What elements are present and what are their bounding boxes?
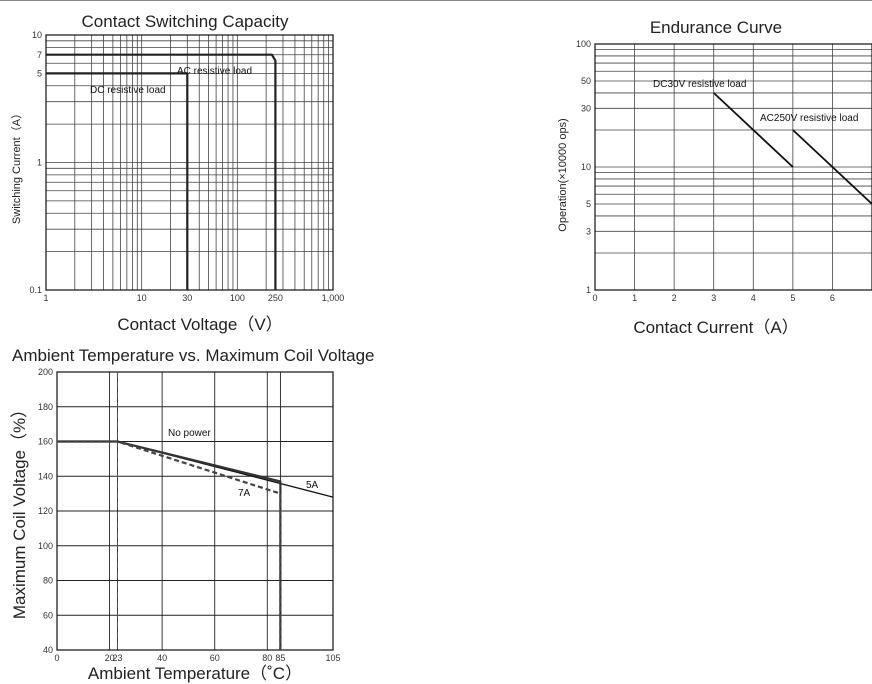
plot-frame bbox=[56, 371, 334, 651]
x-tick-label: 20 bbox=[105, 653, 115, 663]
y-tick-label: 5 bbox=[37, 68, 42, 78]
y-tick-label: 1 bbox=[37, 158, 42, 168]
x-tick-label: 0 bbox=[592, 293, 597, 303]
x-tick-label: 85 bbox=[275, 653, 285, 663]
x-tick-label: 250 bbox=[268, 293, 283, 303]
endurance-curve-chart: Endurance Curve Contact Current（A） Opera… bbox=[557, 18, 872, 337]
y-tick-label: 7 bbox=[37, 50, 42, 60]
x-tick-label: 0 bbox=[54, 653, 59, 663]
x-tick-label: 105 bbox=[325, 653, 340, 663]
chart-title: Endurance Curve bbox=[650, 18, 782, 37]
x-tick-label: 80 bbox=[262, 653, 272, 663]
x-axis-label: Contact Voltage（V） bbox=[117, 315, 282, 334]
x-tick-label: 6 bbox=[830, 293, 835, 303]
no-power-label: No power bbox=[168, 428, 211, 439]
x-axis-label: Contact Current（A） bbox=[633, 318, 798, 337]
y-tick-label: 200 bbox=[38, 367, 53, 377]
y-tick-label: 160 bbox=[38, 437, 53, 447]
x-tick-label: 30 bbox=[182, 293, 192, 303]
chart-title: Ambient Temperature vs. Maximum Coil Vol… bbox=[12, 346, 375, 365]
series-line bbox=[713, 92, 794, 168]
series-line bbox=[46, 72, 189, 290]
series-line bbox=[792, 129, 872, 205]
y-tick-label: 60 bbox=[43, 610, 53, 620]
x-tick-label: 2 bbox=[672, 293, 677, 303]
y-axis-label: Maximum Coil Voltage（%） bbox=[10, 401, 29, 619]
7a-label: 7A bbox=[238, 488, 251, 499]
dc-resistive-load-label: DC resistive load bbox=[90, 85, 166, 96]
x-tick-label: 10 bbox=[137, 293, 147, 303]
y-tick-label: 10 bbox=[32, 30, 42, 40]
y-axis-label: Switching Current（A） bbox=[10, 108, 23, 224]
y-tick-label: 3 bbox=[586, 226, 591, 236]
x-axis-label: Ambient Temperature（˚C） bbox=[88, 664, 302, 683]
y-tick-label: 1 bbox=[586, 285, 591, 295]
y-tick-label: 180 bbox=[38, 402, 53, 412]
series-line bbox=[46, 53, 277, 290]
y-tick-label: 5 bbox=[586, 199, 591, 209]
y-tick-label: 40 bbox=[43, 645, 53, 655]
x-tick-label: 40 bbox=[157, 653, 167, 663]
y-tick-label: 0.1 bbox=[29, 285, 42, 295]
series-line bbox=[57, 440, 282, 650]
y-axis-label: Operation(×10000 ops) bbox=[557, 118, 569, 231]
series-line bbox=[57, 440, 282, 650]
plot-frame bbox=[45, 34, 334, 291]
y-tick-label: 140 bbox=[38, 471, 53, 481]
ambient-temperature-coil-voltage-chart: Ambient Temperature vs. Maximum Coil Vol… bbox=[10, 346, 375, 683]
dc30v-resistive-load-label: DC30V resistive load bbox=[653, 79, 746, 90]
x-tick-label: 5 bbox=[790, 293, 795, 303]
contact-switching-capacity-chart: Contact Switching Capacity Contact Volta… bbox=[10, 12, 344, 334]
y-tick-label: 30 bbox=[581, 103, 591, 113]
plot-frame bbox=[594, 43, 872, 291]
x-tick-label: 4 bbox=[751, 293, 756, 303]
x-tick-label: 23 bbox=[112, 653, 122, 663]
ac-resistive-load-label: AC resistive load bbox=[177, 66, 252, 77]
5a-label: 5A bbox=[306, 480, 319, 491]
y-tick-label: 100 bbox=[38, 541, 53, 551]
x-tick-label: 1 bbox=[632, 293, 637, 303]
x-tick-label: 1 bbox=[43, 293, 48, 303]
chart-title: Contact Switching Capacity bbox=[82, 12, 289, 31]
x-tick-label: 100 bbox=[230, 293, 245, 303]
x-tick-label: 1,000 bbox=[322, 293, 345, 303]
y-tick-label: 50 bbox=[581, 76, 591, 86]
y-tick-label: 80 bbox=[43, 576, 53, 586]
y-tick-label: 100 bbox=[576, 39, 591, 49]
y-tick-label: 120 bbox=[38, 506, 53, 516]
x-tick-label: 60 bbox=[210, 653, 220, 663]
x-tick-label: 3 bbox=[711, 293, 716, 303]
ac250v-resistive-load-label: AC250V resistive load bbox=[760, 113, 858, 124]
series-line bbox=[57, 440, 334, 498]
y-tick-label: 10 bbox=[581, 162, 591, 172]
